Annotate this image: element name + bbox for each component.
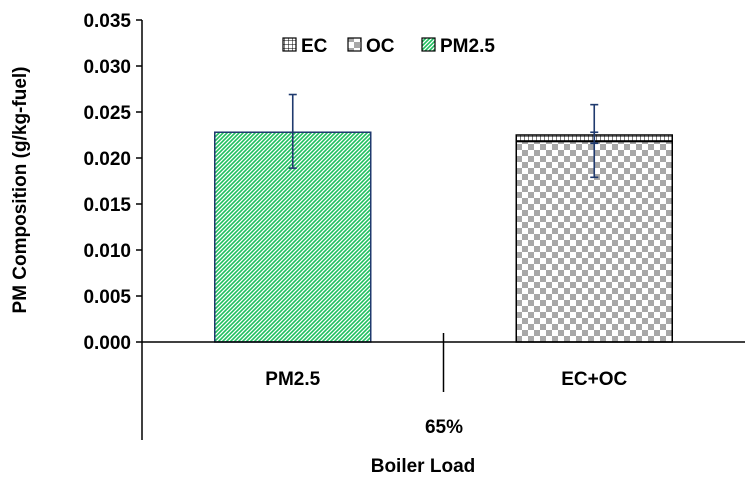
legend-swatch-oc <box>347 37 362 52</box>
legend-swatch-ec <box>282 37 297 52</box>
y-tick-label: 0.015 <box>83 195 131 216</box>
group-label: 65% <box>425 417 463 438</box>
y-tick-label: 0.025 <box>83 103 131 124</box>
y-axis: 0.000 0.005 0.010 0.015 0.020 0.025 0.030 0.035 <box>83 11 143 440</box>
y-tick-label: 0.010 <box>83 241 131 262</box>
bars <box>214 131 673 343</box>
y-tick-label: 0.000 <box>83 333 131 354</box>
y-tick-label: 0.030 <box>83 57 131 78</box>
error-bars <box>288 93 599 179</box>
x-axis-title: Boiler Load <box>371 456 476 477</box>
y-tick-label: 0.005 <box>83 287 131 308</box>
y-tick-label: 0.020 <box>83 149 131 170</box>
x-category-label: EC+OC <box>561 369 627 390</box>
legend-label-pm25: PM2.5 <box>440 36 495 57</box>
x-category-label: PM2.5 <box>265 369 320 390</box>
y-tick-label: 0.035 <box>83 11 131 32</box>
legend-swatch-pm25 <box>421 37 436 52</box>
legend-label-ec: EC <box>301 36 328 57</box>
legend-label-oc: OC <box>366 36 395 57</box>
x-axis: PM2.5 EC+OC <box>142 333 745 392</box>
legend: EC OC PM2.5 <box>282 36 495 57</box>
y-axis-title: PM Composition (g/kg-fuel) <box>10 67 31 314</box>
